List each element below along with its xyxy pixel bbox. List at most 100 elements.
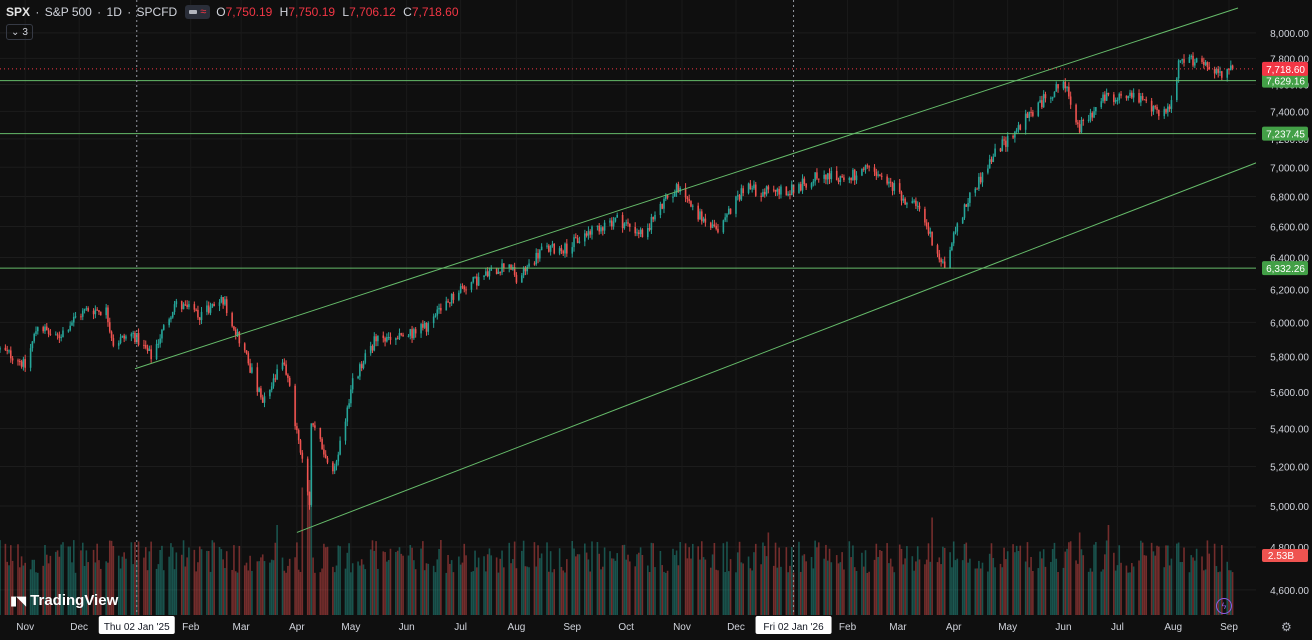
volume-bar — [396, 550, 399, 615]
interval-label[interactable]: 1D — [106, 5, 122, 19]
candle-body — [1078, 124, 1081, 133]
candle-body — [125, 336, 127, 339]
volume-bar — [1064, 551, 1067, 615]
tradingview-logo-icon: ▮◥ — [10, 592, 26, 608]
candle-body — [1156, 107, 1158, 111]
volume-bar — [407, 555, 410, 615]
volume-bar — [1152, 551, 1155, 615]
candle-body — [675, 184, 678, 193]
price-axis-bg — [1256, 0, 1312, 635]
volume-bar — [641, 555, 644, 615]
candle-body — [33, 333, 35, 342]
indicators-toggle[interactable]: ⌄ 3 — [6, 24, 33, 40]
volume-bar — [880, 551, 883, 615]
candle-body — [312, 423, 314, 426]
candle-body — [452, 293, 455, 300]
candle-body — [621, 214, 624, 229]
candle-body — [364, 353, 367, 363]
candle-body — [1230, 65, 1232, 71]
lightning-icon[interactable]: ϟ — [1216, 598, 1232, 614]
candle-body — [837, 179, 840, 183]
volume-bar — [1051, 549, 1054, 615]
volume-bar — [1177, 542, 1180, 615]
volume-bar — [1075, 560, 1077, 615]
candle-body — [790, 184, 793, 196]
candle-body — [1037, 102, 1040, 116]
tradingview-logo[interactable]: ▮◥ TradingView — [10, 592, 118, 609]
volume-bar — [553, 569, 556, 615]
candles — [0, 52, 1234, 510]
time-tick-label: Mar — [233, 622, 251, 633]
candle-body — [666, 195, 669, 198]
volume-bar — [1095, 542, 1097, 615]
candle-body — [749, 183, 752, 190]
close-value: 7,718.60 — [411, 5, 459, 19]
time-tick-label: Jul — [454, 622, 467, 633]
volume-bar — [961, 560, 964, 615]
candle-body — [839, 176, 842, 183]
candle-body — [1075, 104, 1077, 123]
volume-bar — [1080, 549, 1083, 615]
volume-bar — [1116, 565, 1119, 615]
volume-bar — [762, 542, 764, 615]
candle-body — [636, 232, 638, 234]
candle-body — [702, 218, 705, 222]
volume-bar — [803, 554, 806, 615]
volume-bar — [272, 560, 275, 615]
volume-bar — [1105, 540, 1108, 615]
volume-bar — [274, 542, 277, 615]
volume-bar — [571, 540, 574, 615]
volume-bar — [231, 569, 233, 615]
close-key: C — [403, 5, 412, 19]
candle-body — [1032, 112, 1034, 116]
volume-bar — [763, 545, 766, 615]
candle-body — [1201, 58, 1203, 62]
candle-body — [1006, 135, 1009, 147]
candle-body — [776, 188, 779, 192]
volume-bar — [427, 563, 430, 615]
header-separator: · — [123, 5, 135, 19]
candle-body — [144, 345, 147, 348]
chart-header[interactable]: SPX · S&P 500 · 1D · SPCFD ≈ O7,750.19 H… — [6, 4, 463, 20]
candle-body — [1204, 62, 1207, 65]
volume-bar — [233, 545, 235, 615]
candle-body — [175, 301, 178, 305]
volume-bar — [717, 570, 719, 615]
gear-icon[interactable]: ⚙ — [1281, 620, 1292, 634]
volume-bar — [1165, 545, 1167, 615]
candle-body — [477, 276, 480, 286]
candle-body — [414, 329, 417, 334]
volume-bar — [495, 557, 498, 615]
volume-bar — [1015, 545, 1018, 615]
symbol-label[interactable]: SPX — [6, 5, 31, 19]
candle-body — [130, 333, 133, 337]
candle-body — [98, 310, 100, 312]
candle-body — [938, 253, 941, 260]
volume-bar — [148, 551, 151, 615]
visibility-toggle[interactable]: ≈ — [185, 5, 211, 19]
candle-body — [400, 333, 403, 335]
volume-bar — [976, 568, 978, 615]
candle-body — [999, 148, 1002, 152]
candle-body — [236, 332, 239, 335]
volume-bar — [450, 560, 453, 615]
volume-bar — [83, 565, 86, 615]
candle-body — [1064, 81, 1067, 89]
grid-lines — [0, 0, 1256, 615]
candle-body — [679, 188, 681, 192]
candle-body — [879, 174, 881, 176]
candle-body — [936, 245, 939, 254]
volume-bar — [524, 566, 527, 615]
volume-bar — [1125, 565, 1128, 615]
candle-body — [1053, 91, 1056, 98]
volume-bar — [729, 559, 732, 615]
volume-bar — [636, 554, 638, 615]
candle-body — [861, 168, 863, 176]
candle-body — [1208, 66, 1211, 69]
volume-bar — [981, 562, 984, 615]
candle-body — [992, 156, 995, 163]
candle-body — [486, 271, 489, 277]
candle-body — [62, 330, 64, 338]
